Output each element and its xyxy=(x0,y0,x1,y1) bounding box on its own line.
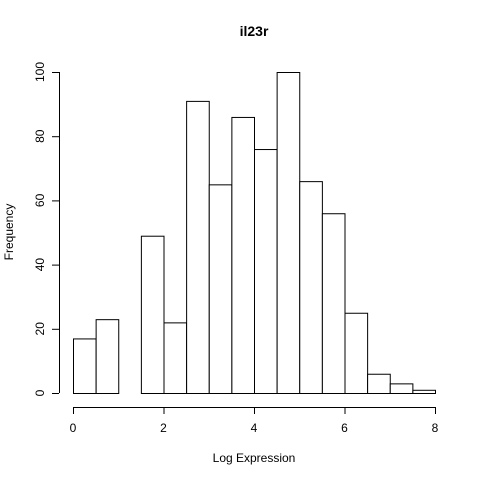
y-tick-label-100: 100 xyxy=(33,62,47,82)
y-tick-label-80: 80 xyxy=(33,129,47,143)
x-tick-label-8: 8 xyxy=(432,421,439,435)
y-tick-label-60: 60 xyxy=(33,193,47,207)
histogram-bar-0 xyxy=(73,338,97,394)
y-axis: 0 20 40 60 80 100 xyxy=(33,62,60,396)
histogram-bar-10 xyxy=(299,181,323,394)
histogram-bar-15 xyxy=(412,389,436,395)
x-tick-label-6: 6 xyxy=(341,421,348,435)
x-tick-label-4: 4 xyxy=(251,421,258,435)
histogram-bar-3 xyxy=(140,235,165,394)
chart-title: il23r xyxy=(240,23,269,39)
histogram-bar-11 xyxy=(321,213,346,394)
x-tick-label-0: 0 xyxy=(70,421,77,435)
histogram-bar-13 xyxy=(367,373,391,394)
histogram-bar-1 xyxy=(95,319,120,395)
histogram-bar-4 xyxy=(163,322,188,395)
x-axis-label: Log Expression xyxy=(213,451,296,465)
histogram-bar-7 xyxy=(231,116,255,394)
y-axis-label: Frequency xyxy=(2,204,16,261)
y-tick-label-0: 0 xyxy=(33,389,47,396)
y-tick-label-40: 40 xyxy=(33,258,47,272)
histogram-bar-5 xyxy=(186,100,210,394)
y-tick-label-20: 20 xyxy=(33,322,47,336)
histogram-bars xyxy=(73,72,436,395)
histogram-bar-12 xyxy=(344,312,369,394)
histogram-bar-14 xyxy=(389,383,414,394)
histogram-bar-8 xyxy=(254,149,278,394)
histogram-bar-9 xyxy=(276,72,301,394)
histogram-bar-6 xyxy=(208,184,233,394)
x-axis: 0 2 4 6 8 xyxy=(70,407,439,435)
x-tick-label-2: 2 xyxy=(160,421,167,435)
